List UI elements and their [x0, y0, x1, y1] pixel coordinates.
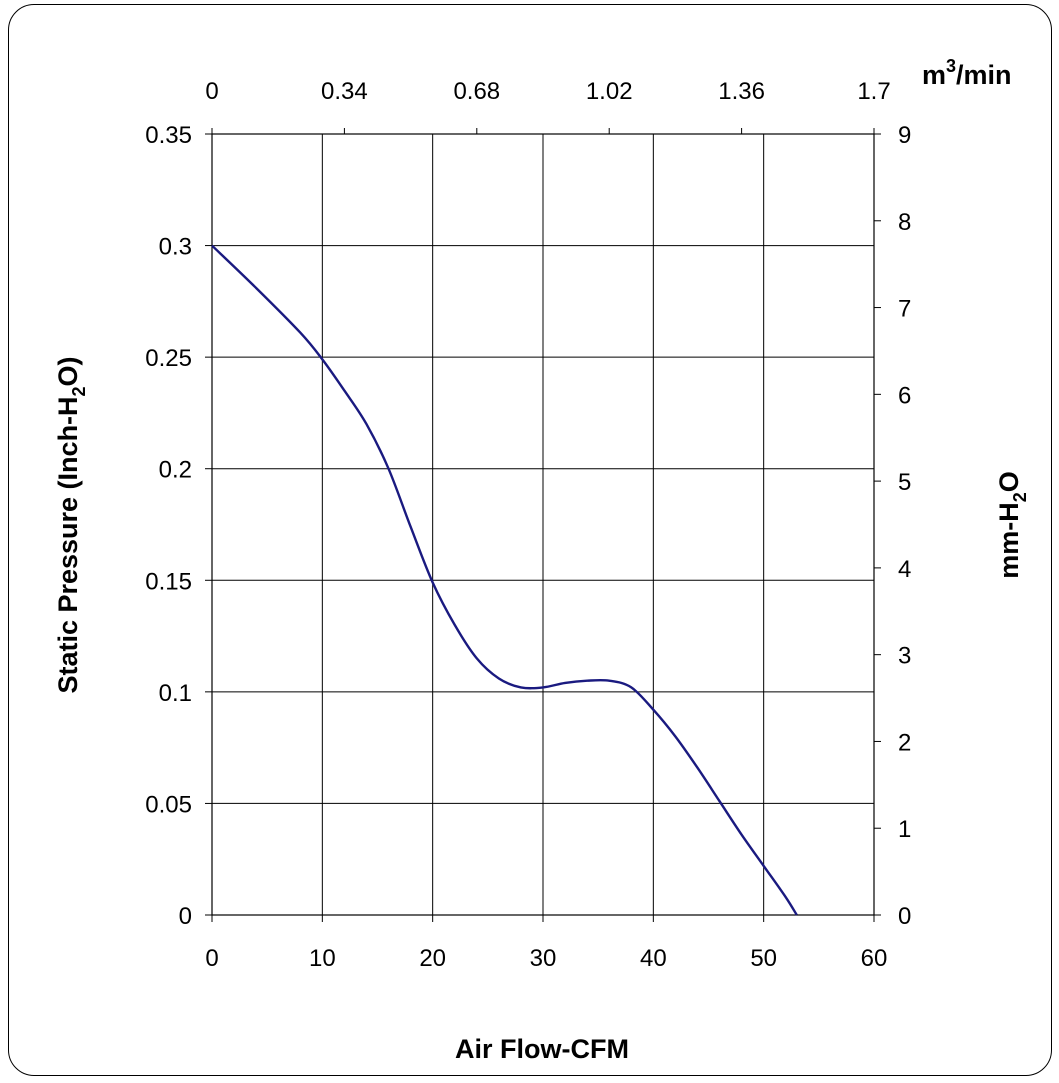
x2-axis-tick-labels: 0 0.34 0.68 1.02 1.36 1.7	[205, 78, 890, 105]
x2-tick-label: 1.02	[586, 78, 633, 105]
chart-frame	[8, 4, 1052, 1076]
y-tick-label: 0.1	[159, 680, 192, 707]
x2-tick-label: 1.36	[718, 78, 765, 105]
x-tick-label: 50	[750, 945, 777, 972]
grid-lines	[211, 133, 875, 916]
y2-tick-label: 6	[898, 382, 911, 409]
y2-label-sub: 2	[1010, 492, 1030, 502]
series-line	[211, 244, 798, 916]
y-label-end: O)	[53, 356, 83, 386]
y2-axis-label: mm-H2O	[994, 471, 1030, 579]
y-tick-label: 0.05	[145, 791, 192, 818]
y-tick-label: 0.2	[159, 457, 192, 484]
x-tick-label: 20	[419, 945, 446, 972]
y2-tick-label: 2	[898, 729, 911, 756]
y-axis-tick-labels: 0 0.05 0.1 0.15 0.2 0.25 0.3 0.35	[145, 122, 192, 930]
x-tick-label: 40	[640, 945, 667, 972]
x-axis-label: Air Flow-CFM	[455, 1034, 629, 1064]
y-tick-label: 0.25	[145, 345, 192, 372]
x2-tick-label: 0.68	[453, 78, 500, 105]
y2-tick-label: 9	[898, 122, 911, 149]
y-axis-label: Static Pressure (Inch-H2O)	[53, 356, 89, 693]
y2-tick-label: 8	[898, 209, 911, 236]
x2-unit-rest: /min	[956, 60, 1012, 90]
x2-tick-label: 1.7	[857, 78, 890, 105]
x2-unit-sup: 3	[946, 56, 956, 76]
y2-label-end: O	[994, 471, 1024, 492]
y-tick-label: 0.35	[145, 122, 192, 149]
x-tick-label: 60	[861, 945, 888, 972]
y2-tick-label: 3	[898, 643, 911, 670]
y2-label-main: mm-H	[994, 502, 1024, 579]
y-label-main: Static Pressure (Inch-H	[53, 396, 83, 693]
y2-axis-tick-labels: 0 1 2 3 4 5 6 7 8 9	[898, 122, 911, 930]
y2-tick-label: 1	[898, 816, 911, 843]
y-tick-label: 0	[179, 903, 192, 930]
y-tick-label: 0.15	[145, 568, 192, 595]
x-axis-tick-labels: 0 10 20 30 40 50 60	[205, 945, 887, 972]
x-tick-label: 30	[530, 945, 557, 972]
x2-unit-base: m	[922, 60, 946, 90]
y2-tick-label: 7	[898, 296, 911, 323]
x2-axis-unit-label: m3/min	[922, 56, 1012, 90]
y-label-sub: 2	[69, 386, 89, 396]
y2-tick-label: 5	[898, 469, 911, 496]
x-tick-label: 10	[309, 945, 336, 972]
y2-tick-label: 0	[898, 903, 911, 930]
x2-tick-label: 0.34	[321, 78, 368, 105]
x-tick-label: 0	[205, 945, 218, 972]
axis-ticks	[205, 128, 881, 922]
x2-tick-label: 0	[205, 78, 218, 105]
y-tick-label: 0.3	[159, 234, 192, 261]
y2-tick-label: 4	[898, 556, 911, 583]
